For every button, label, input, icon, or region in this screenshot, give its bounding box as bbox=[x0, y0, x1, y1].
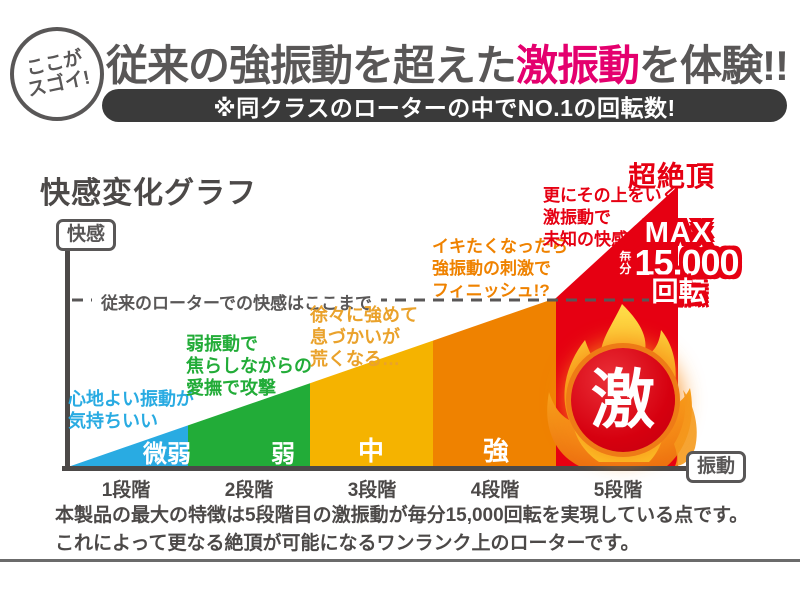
geki-emblem: 激 bbox=[571, 348, 675, 452]
annotation-stage-5: 更にその上をいく 激振動で 未知の快感を bbox=[543, 186, 679, 249]
footer-line1: 本製品の最大の特徴は5段階目の激振動が毎分15,000回転を実現している点です。 bbox=[55, 505, 749, 526]
segment-label-1: 微弱 bbox=[143, 441, 191, 468]
max-prefix: 毎分 bbox=[619, 250, 632, 276]
reference-line-label: 従来のローターでの快感はここまで bbox=[92, 289, 381, 314]
tick-stage-3: 3段階 bbox=[347, 480, 397, 501]
x-axis-label: 振動 bbox=[686, 451, 747, 483]
tick-stage-2: 2段階 bbox=[224, 480, 274, 501]
highlight-badge: ここが スゴイ! bbox=[10, 27, 104, 121]
annotation-stage-4: イキたくなったら 強振動の刺激で フィニッシュ!? bbox=[432, 237, 568, 300]
tick-stage-4: 4段階 bbox=[470, 480, 520, 501]
max-spec: MAX 毎分 15,000 回転 bbox=[606, 217, 751, 307]
segment-area-1 bbox=[65, 425, 188, 468]
footer-description: 本製品の最大の特徴は5段階目の激振動が毎分15,000回転を実現している点です。… bbox=[55, 502, 748, 558]
chart-title: 快感変化グラフ bbox=[40, 177, 257, 210]
subheader-bar: ※同クラスのローターの中でNO.1の回転数! bbox=[102, 89, 787, 122]
x-axis-line bbox=[62, 466, 704, 471]
max-value-row: 毎分 15,000 bbox=[606, 242, 751, 283]
geki-character: 激 bbox=[591, 364, 655, 436]
annotation-stage-1: 心地よい振動が 気持ちいい bbox=[68, 389, 194, 431]
annotation-stage-3: 徐々に強めて 息づかいが 荒くなる… bbox=[310, 305, 418, 369]
footer-line2: これによって更なる絶頂が可能になるワンランク上のローターです。 bbox=[55, 533, 640, 554]
bottom-divider bbox=[0, 559, 800, 562]
y-axis-label: 快感 bbox=[56, 219, 117, 251]
segment-label-4: 強 bbox=[482, 436, 509, 466]
main-headline: 従来の強振動を超えた激振動を体験!! bbox=[106, 32, 789, 93]
tick-stage-5: 5段階 bbox=[593, 480, 643, 501]
headline-highlight: 激振動 bbox=[516, 42, 640, 89]
segment-area-2 bbox=[188, 383, 310, 468]
peak-label: 超絶頂 bbox=[628, 161, 716, 192]
segment-area-4 bbox=[433, 298, 556, 468]
headline-post: を体験!! bbox=[639, 42, 789, 89]
segment-area-3 bbox=[310, 340, 433, 468]
subheader-text: ※同クラスのローターの中でNO.1の回転数! bbox=[213, 94, 676, 121]
headline-pre: 従来の強振動を超えた bbox=[106, 42, 517, 89]
max-unit: 回転 bbox=[651, 277, 706, 307]
max-value: 15,000 bbox=[634, 242, 739, 283]
segment-label-3: 中 bbox=[357, 436, 384, 466]
max-label: MAX bbox=[644, 217, 713, 249]
tick-stage-1: 1段階 bbox=[101, 480, 151, 501]
segment-label-2: 弱 bbox=[271, 441, 295, 468]
y-axis-line bbox=[65, 246, 70, 468]
annotation-stage-2: 弱振動で 焦らしながらの 愛撫で攻撃 bbox=[186, 334, 312, 398]
